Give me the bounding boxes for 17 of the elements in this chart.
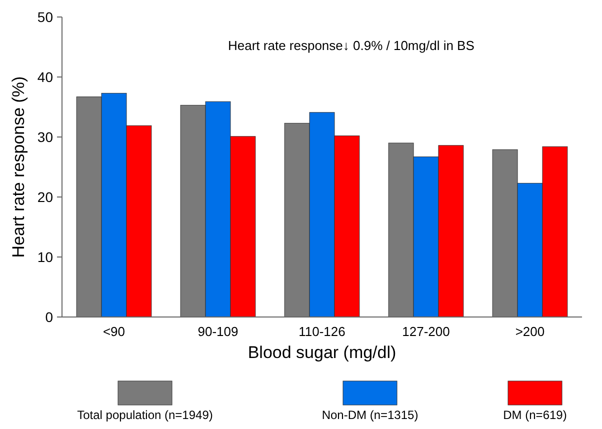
x-tick-label: >200 [515, 324, 545, 339]
y-tick-label: 0 [45, 308, 54, 325]
legend-label: Total population (n=1949) [77, 408, 213, 422]
annotation: Heart rate response↓ 0.9% / 10mg/dl in BS [228, 38, 475, 53]
y-axis-title: Heart rate response (%) [9, 76, 28, 258]
x-tick-label: <90 [102, 324, 126, 339]
legend-label: Non-DM (n=1315) [322, 408, 418, 422]
x-tick-label: 127-200 [402, 324, 450, 339]
legend-label: DM (n=619) [503, 408, 567, 422]
x-tick-label: 110-126 [298, 324, 346, 339]
x-axis-title: Blood sugar (mg/dl) [248, 343, 396, 362]
y-tick-label: 20 [37, 188, 54, 205]
y-tick-label: 40 [37, 68, 54, 85]
y-tick-label: 50 [37, 8, 54, 25]
x-tick-label: 90-109 [198, 324, 238, 339]
y-tick-label: 10 [37, 248, 54, 265]
y-tick-label: 30 [37, 128, 54, 145]
